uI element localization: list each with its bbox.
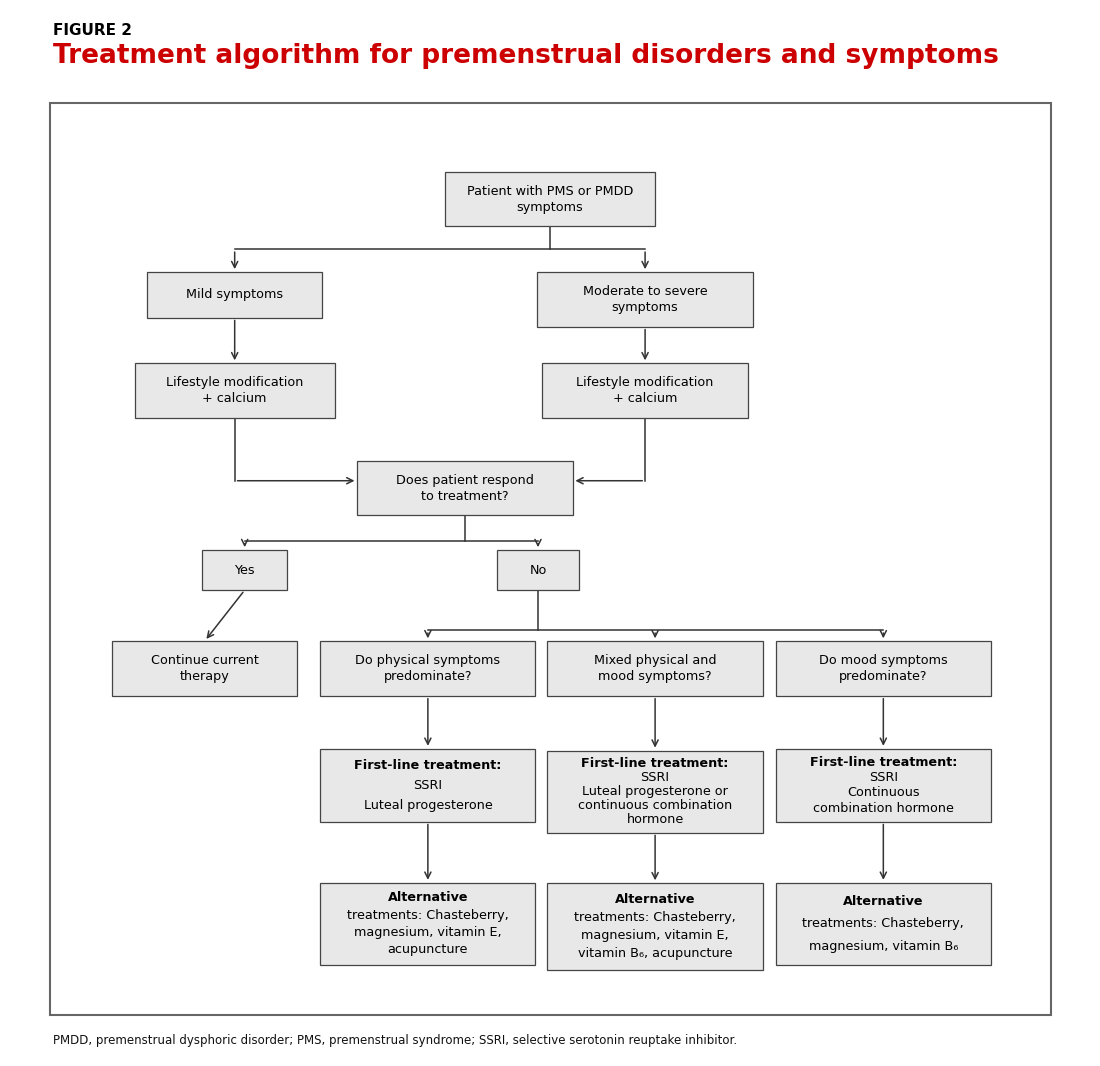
Text: Lifestyle modification
+ calcium: Lifestyle modification + calcium	[576, 376, 714, 405]
Text: Luteal progesterone or: Luteal progesterone or	[582, 785, 728, 798]
FancyBboxPatch shape	[444, 172, 656, 226]
FancyBboxPatch shape	[548, 883, 762, 970]
Text: Does patient respond
to treatment?: Does patient respond to treatment?	[396, 473, 534, 502]
Text: magnesium, vitamin E,: magnesium, vitamin E,	[581, 928, 729, 942]
Text: acupuncture: acupuncture	[387, 943, 469, 956]
FancyBboxPatch shape	[548, 641, 762, 696]
Text: Continue current
therapy: Continue current therapy	[151, 653, 258, 683]
Text: vitamin B₆, acupuncture: vitamin B₆, acupuncture	[578, 947, 733, 960]
FancyBboxPatch shape	[112, 641, 297, 696]
FancyBboxPatch shape	[320, 883, 536, 965]
Text: Continuous: Continuous	[847, 787, 920, 800]
FancyBboxPatch shape	[147, 272, 322, 318]
FancyBboxPatch shape	[320, 748, 536, 822]
FancyBboxPatch shape	[320, 641, 536, 696]
Text: Yes: Yes	[234, 564, 255, 577]
Text: hormone: hormone	[627, 813, 684, 826]
Text: Alternative: Alternative	[615, 892, 695, 906]
Text: magnesium, vitamin B₆: magnesium, vitamin B₆	[808, 939, 958, 953]
Text: treatments: Chasteberry,: treatments: Chasteberry,	[346, 908, 509, 922]
Text: treatments: Chasteberry,: treatments: Chasteberry,	[803, 917, 965, 931]
FancyBboxPatch shape	[776, 748, 991, 822]
Text: Alternative: Alternative	[387, 891, 469, 904]
Text: First-line treatment:: First-line treatment:	[810, 756, 957, 769]
Text: SSRI: SSRI	[640, 771, 670, 785]
Text: magnesium, vitamin E,: magnesium, vitamin E,	[354, 925, 502, 939]
Text: No: No	[529, 564, 547, 577]
Text: Alternative: Alternative	[843, 894, 924, 908]
FancyBboxPatch shape	[776, 641, 991, 696]
Text: continuous combination: continuous combination	[578, 798, 733, 812]
FancyBboxPatch shape	[538, 272, 752, 326]
FancyBboxPatch shape	[548, 750, 762, 833]
Text: Mild symptoms: Mild symptoms	[186, 288, 283, 302]
FancyBboxPatch shape	[358, 461, 572, 515]
Text: First-line treatment:: First-line treatment:	[582, 757, 729, 770]
Text: Treatment algorithm for premenstrual disorders and symptoms: Treatment algorithm for premenstrual dis…	[53, 43, 999, 68]
Text: Patient with PMS or PMDD
symptoms: Patient with PMS or PMDD symptoms	[466, 184, 634, 213]
Text: PMDD, premenstrual dysphoric disorder; PMS, premenstrual syndrome; SSRI, selecti: PMDD, premenstrual dysphoric disorder; P…	[53, 1034, 737, 1047]
FancyBboxPatch shape	[134, 364, 334, 418]
Text: combination hormone: combination hormone	[813, 802, 954, 814]
Text: Mixed physical and
mood symptoms?: Mixed physical and mood symptoms?	[594, 653, 716, 683]
Text: Lifestyle modification
+ calcium: Lifestyle modification + calcium	[166, 376, 304, 405]
Text: Moderate to severe
symptoms: Moderate to severe symptoms	[583, 285, 707, 313]
Text: Do physical symptoms
predominate?: Do physical symptoms predominate?	[355, 653, 500, 683]
Text: SSRI: SSRI	[869, 771, 898, 784]
Text: FIGURE 2: FIGURE 2	[53, 23, 132, 38]
FancyBboxPatch shape	[202, 550, 287, 591]
FancyBboxPatch shape	[497, 550, 579, 591]
Text: Do mood symptoms
predominate?: Do mood symptoms predominate?	[820, 653, 948, 683]
Text: SSRI: SSRI	[414, 778, 442, 792]
Text: First-line treatment:: First-line treatment:	[354, 759, 502, 772]
FancyBboxPatch shape	[776, 883, 991, 965]
FancyBboxPatch shape	[542, 364, 748, 418]
Text: Luteal progesterone: Luteal progesterone	[363, 798, 493, 811]
Text: treatments: Chasteberry,: treatments: Chasteberry,	[574, 910, 736, 924]
